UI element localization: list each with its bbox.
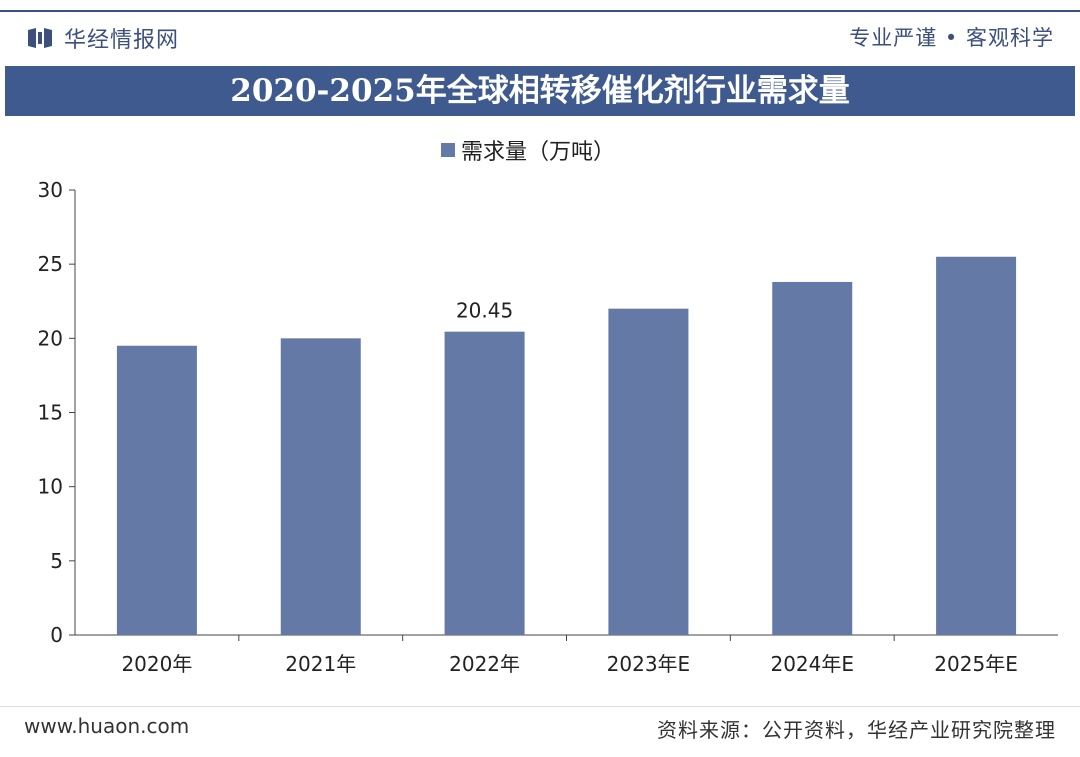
bar — [772, 281, 853, 635]
bar — [936, 256, 1017, 635]
logo-icon — [28, 28, 52, 48]
brand-name: 华经情报网 — [64, 28, 180, 53]
legend: 需求量（万吨） — [441, 135, 615, 165]
y-tick-label: 5 — [50, 549, 63, 573]
y-tick-label: 0 — [50, 623, 63, 647]
x-tick-label: 2023年E — [607, 652, 691, 676]
y-tick-label: 10 — [38, 475, 63, 499]
y-tick-label: 20 — [38, 326, 63, 350]
legend-label: 需求量（万吨） — [461, 140, 616, 165]
slogan: 专业严谨 • 客观科学 — [849, 26, 1054, 50]
x-tick-label: 2024年E — [770, 652, 854, 676]
x-tick-label: 2020年 — [121, 652, 192, 676]
bar — [280, 338, 361, 635]
chart-title: 2020-2025年全球相转移催化剂行业需求量 — [230, 73, 850, 109]
x-tick-label: 2021年 — [285, 652, 356, 676]
bar — [444, 331, 525, 635]
footer-divider — [0, 706, 1080, 707]
bar — [116, 345, 197, 635]
y-tick-label: 30 — [38, 178, 63, 202]
y-tick-label: 15 — [38, 401, 63, 425]
data-source: 资料来源：公开资料，华经产业研究院整理 — [657, 718, 1056, 742]
header: 华经情报网 专业严谨 • 客观科学 — [0, 0, 1080, 60]
bar — [608, 308, 689, 635]
title-bar: 2020-2025年全球相转移催化剂行业需求量 — [5, 66, 1075, 116]
x-tick-label: 2022年 — [449, 652, 520, 676]
website-url: www.huaon.com — [24, 714, 190, 738]
header-divider — [0, 10, 1080, 12]
x-tick-label: 2025年E — [934, 652, 1018, 676]
y-tick-label: 25 — [38, 252, 63, 276]
legend-swatch — [441, 143, 455, 157]
data-label: 20.45 — [456, 299, 513, 323]
